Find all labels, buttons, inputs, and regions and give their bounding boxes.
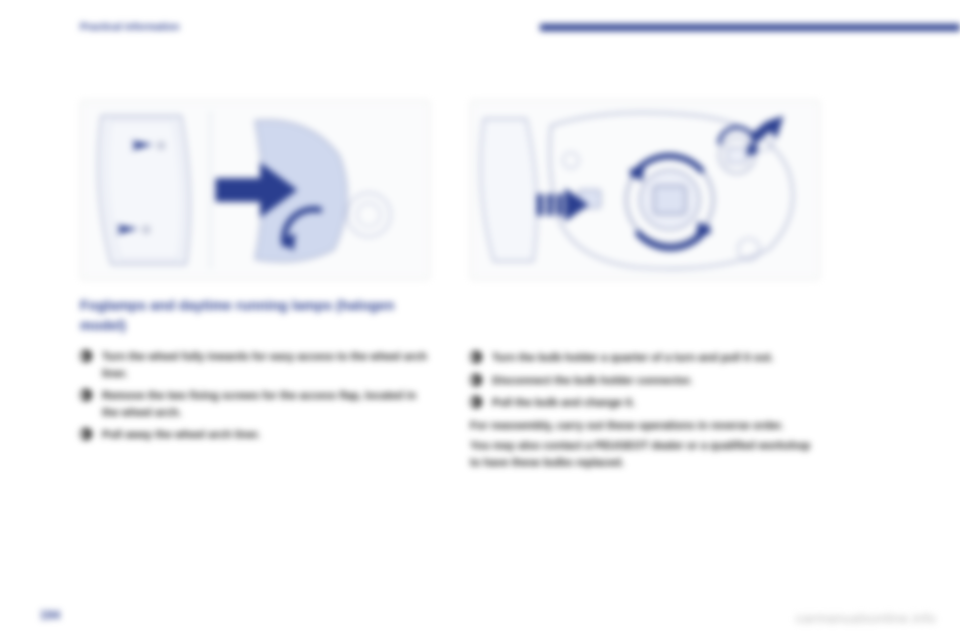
right-column: Turn the bulb holder a quarter of a turn… xyxy=(470,100,820,471)
reassembly-note: For reassembly, carry out these operatio… xyxy=(470,418,820,435)
left-column: Foglamps and daytime running lamps (halo… xyxy=(80,100,430,471)
bullet-item: Pull the bulb and change it. xyxy=(470,395,820,412)
section-label: Practical information xyxy=(80,22,179,33)
watermark: carmanualsonline.info xyxy=(796,610,936,626)
content-area: Foglamps and daytime running lamps (halo… xyxy=(80,100,820,471)
bullet-item: Turn the bulb holder a quarter of a turn… xyxy=(470,350,820,367)
page-number: 194 xyxy=(40,608,60,622)
header-accent-bar xyxy=(540,24,960,31)
bullet-item: Remove the two fixing screws for the acc… xyxy=(80,388,430,421)
dealer-note: You may also contact a PEUGEOT dealer or… xyxy=(470,438,820,471)
wheel-arch-illustration xyxy=(81,101,429,279)
bullet-item: Turn the wheel fully inwards for easy ac… xyxy=(80,349,430,382)
bullet-item: Pull away the wheel arch liner. xyxy=(80,427,430,444)
figure-title: Foglamps and daytime running lamps (halo… xyxy=(80,296,430,335)
bulb-holder-illustration xyxy=(471,101,819,279)
left-bullets: Turn the wheel fully inwards for easy ac… xyxy=(80,349,430,444)
figure-bulb-holder xyxy=(470,100,820,280)
figure-wheel-arch xyxy=(80,100,430,280)
bullet-item: Disconnect the bulb holder connector. xyxy=(470,373,820,390)
right-bullets: Turn the bulb holder a quarter of a turn… xyxy=(470,350,820,412)
